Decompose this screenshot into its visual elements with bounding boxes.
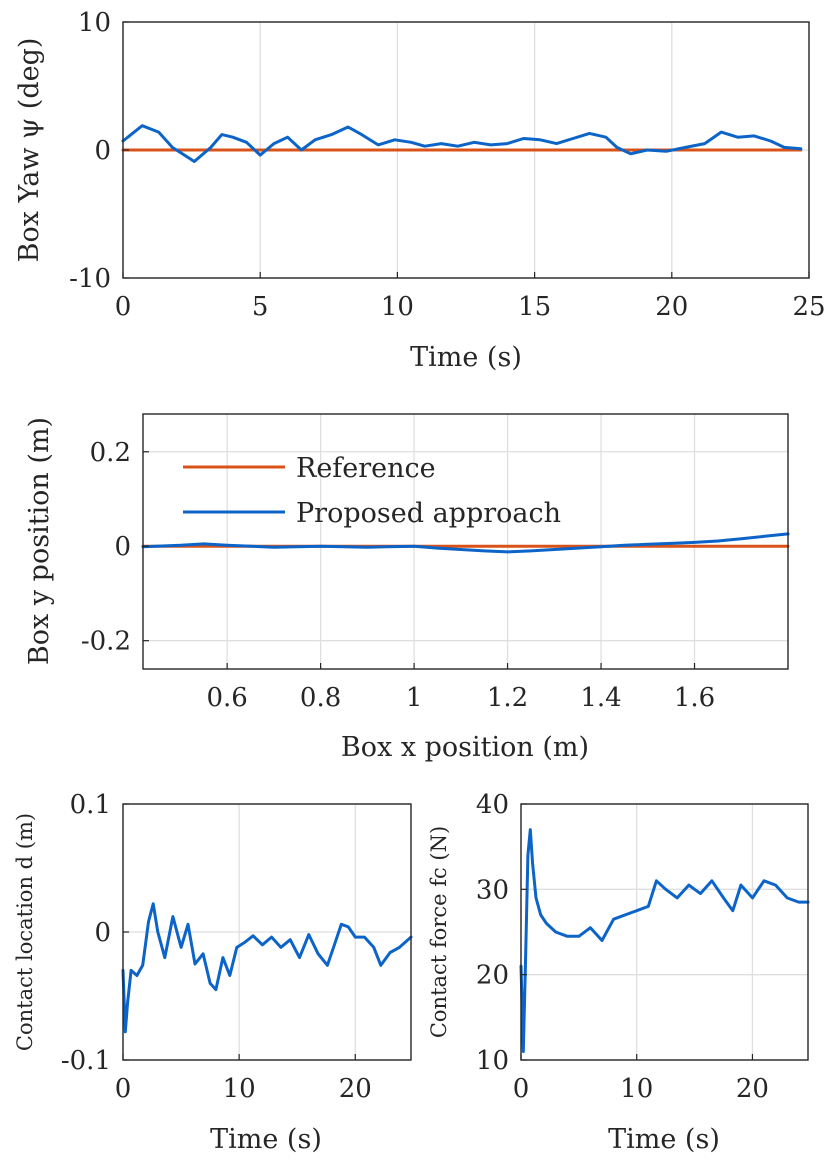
contact-location-proposed-approach-line (121, 902, 413, 1034)
yaw-y-tick-label: -10 (69, 264, 111, 294)
contact-force-y-tick-label: 30 (476, 875, 509, 905)
trajectory-x-tick-label: 0.6 (206, 683, 247, 713)
trajectory-x-tick-label: 1.4 (580, 683, 621, 713)
yaw-x-tick-label: 5 (252, 292, 269, 322)
contact-force-plot-frame (520, 803, 809, 1061)
yaw-proposed-approach-line (121, 124, 803, 163)
trajectory-y-tick-label: -0.2 (81, 627, 131, 657)
contact-force-y-axis-label: Contact force fc (N) (427, 826, 451, 1038)
contact-force-proposed-approach-line (519, 828, 810, 1053)
contact-force-y-tick-label: 10 (476, 1046, 509, 1076)
contact-force-x-tick-label: 10 (620, 1074, 653, 1104)
contact-location-y-tick-label: -0.1 (61, 1046, 111, 1076)
trajectory-x-axis-label: Box x position (m) (341, 732, 589, 763)
contact-location-x-tick-label: 20 (339, 1074, 372, 1104)
yaw-x-tick-label: 25 (792, 292, 825, 322)
yaw-y-tick-label: 10 (78, 8, 111, 38)
trajectory-x-tick-label: 1.2 (487, 683, 528, 713)
trajectory-y-tick-label: 0.2 (90, 438, 131, 468)
contact-force-x-axis-label: Time (s) (608, 1124, 720, 1155)
contact-force-x-tick-label: 0 (513, 1074, 530, 1104)
contact-location-y-tick-label: 0 (94, 918, 111, 948)
trajectory-plot-frame (142, 413, 789, 670)
legend-proposed-label: Proposed approach (296, 498, 561, 529)
trajectory-proposed-approach-line (141, 532, 790, 554)
yaw-y-tick-label: 0 (94, 136, 111, 166)
yaw-y-axis-label: Box Yaw ψ (deg) (14, 38, 45, 263)
trajectory-y-tick-label: 0 (114, 532, 131, 562)
trajectory-x-tick-label: 1 (406, 683, 423, 713)
contact-location-y-axis-label: Contact location d (m) (13, 813, 37, 1051)
yaw-x-tick-label: 15 (518, 292, 551, 322)
trajectory-y-axis-label: Box y position (m) (24, 417, 55, 665)
contact-location-chart: 0 10 20-0.100.1 Time (s) Contact location … (13, 790, 413, 1155)
contact-force-x-tick-label: 20 (736, 1074, 769, 1104)
contact-force-y-tick-label: 20 (476, 961, 509, 991)
yaw-x-axis-label: Time (s) (410, 342, 522, 373)
yaw-x-tick-label: 20 (655, 292, 688, 322)
contact-location-x-tick-label: 10 (223, 1074, 256, 1104)
contact-force-y-tick-label: 40 (476, 790, 509, 820)
contact-location-y-tick-label: 0.1 (70, 790, 111, 820)
contact-location-x-tick-label: 0 (115, 1074, 132, 1104)
yaw-x-tick-label: 0 (115, 292, 132, 322)
trajectory-x-tick-label: 0.8 (300, 683, 341, 713)
contact-location-x-axis-label: Time (s) (210, 1124, 322, 1155)
legend-reference-label: Reference (296, 453, 436, 484)
trajectory-chart: 0.6 0.8 1 1.2 1.4 1.6 -0.2 0 0.2 Reference Propo… (24, 413, 790, 763)
legend: Reference Proposed approach (183, 453, 561, 529)
yaw-x-tick-label: 10 (381, 292, 414, 322)
trajectory-x-tick-label: 1.6 (674, 683, 715, 713)
